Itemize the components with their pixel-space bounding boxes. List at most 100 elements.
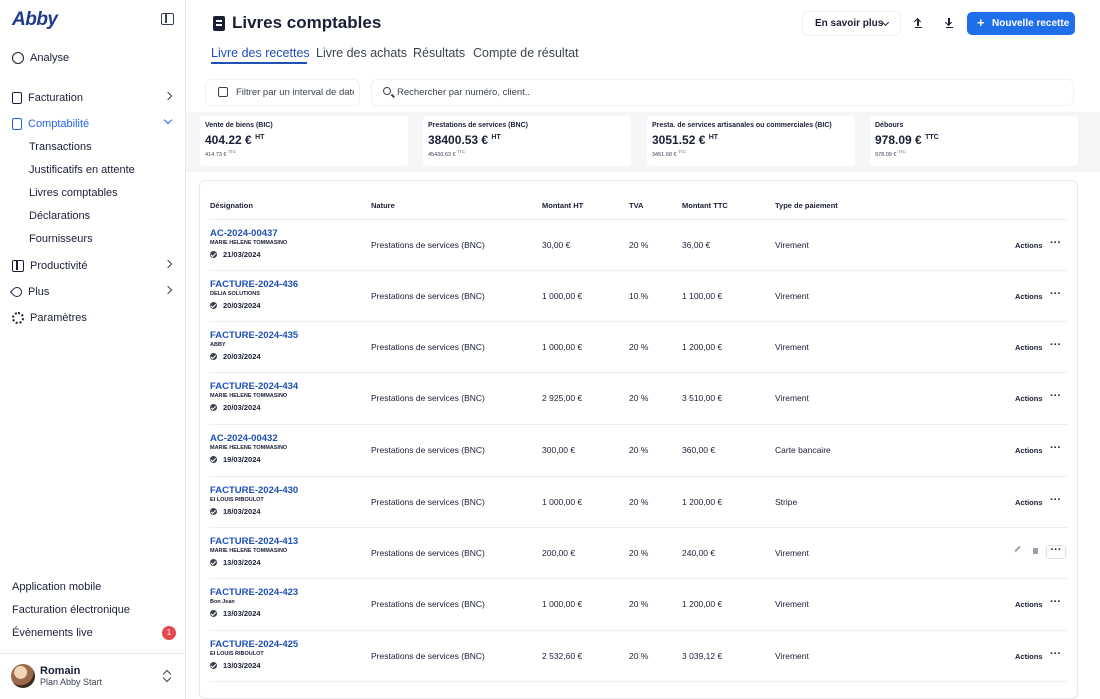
tab-livre-des-achats[interactable]: Livre des achats (316, 46, 408, 60)
sidebar-sub-livres-comptables[interactable]: Livres comptables (29, 187, 118, 199)
column-header-type-paiement[interactable]: Type de paiement (775, 201, 838, 210)
invoice-reference-link[interactable]: FACTURE-2024-436 (210, 279, 299, 290)
payment-type-cell: Virement (775, 393, 809, 403)
stat-label: Débours (875, 122, 904, 129)
client-name: ABBY (210, 342, 226, 348)
nature-cell: Prestations de services (BNC) (371, 599, 485, 609)
montant-ttc-cell: 1 200,00 € (682, 599, 723, 609)
sidebar-item-parametres[interactable]: Paramètres (12, 308, 173, 328)
client-name: Bon Jean (210, 599, 235, 605)
sidebar-sub-fournisseurs[interactable]: Fournisseurs (29, 233, 93, 245)
sidebar-item-facturation[interactable]: Facturation (12, 88, 173, 108)
date-filter-input[interactable]: Filtrer par un interval de date (206, 80, 359, 105)
column-header-nature[interactable]: Nature (371, 201, 395, 210)
actions-button[interactable]: Actions (1015, 600, 1043, 609)
montant-ht-cell: 30,00 € (542, 240, 571, 250)
sidebar-item-plus[interactable]: Plus (9, 282, 173, 302)
search-input[interactable]: Rechercher par numéro, client.. (372, 80, 1073, 105)
more-options-icon[interactable]: ··· (1050, 339, 1061, 351)
more-options-icon[interactable]: ··· (1050, 648, 1061, 660)
payment-type-cell: Virement (775, 599, 809, 609)
invoice-date-text: 20/03/2024 (223, 301, 261, 310)
learn-more-button[interactable]: En savoir plus (803, 12, 900, 35)
invoice-date: 20/03/2024 (210, 403, 261, 412)
invoice-reference-link[interactable]: FACTURE-2024-423 (210, 587, 299, 598)
invoice-reference-link[interactable]: FACTURE-2024-413 (210, 536, 299, 547)
sidebar-item-label: Productivité (30, 260, 88, 272)
search-icon (383, 87, 391, 95)
sidebar: Abby Analyse Facturation Comptabilité Tr… (0, 0, 186, 699)
actions-button[interactable]: Actions (1015, 498, 1043, 507)
invoice-reference-link[interactable]: FACTURE-2024-435 (210, 330, 299, 341)
stat-card-prestations-bnc: Prestations de services (BNC) 38400.53 €… (423, 116, 631, 166)
column-header-montant-ht[interactable]: Montant HT (542, 201, 584, 210)
row-divider (209, 578, 1068, 579)
invoice-reference-link[interactable]: AC-2024-00437 (210, 228, 278, 239)
more-options-icon[interactable]: ··· (1050, 494, 1061, 506)
invoice-date: 21/03/2024 (210, 250, 261, 259)
edit-icon[interactable] (1014, 545, 1021, 553)
tab-resultats[interactable]: Résultats (413, 46, 466, 60)
payment-type-cell: Virement (775, 651, 809, 661)
montant-ht-cell: 1 000,00 € (542, 291, 583, 301)
sidebar-collapse-icon[interactable] (161, 13, 174, 25)
actions-button[interactable]: Actions (1015, 241, 1043, 250)
actions-button[interactable]: Actions (1015, 394, 1043, 403)
sidebar-sub-transactions[interactable]: Transactions (29, 141, 92, 153)
invoice-reference-link[interactable]: FACTURE-2024-434 (210, 381, 299, 392)
sidebar-sub-justificatifs[interactable]: Justificatifs en attente (29, 164, 135, 176)
rocket-icon (9, 284, 25, 300)
invoice-date-text: 13/03/2024 (223, 661, 261, 670)
check-circle-icon (210, 662, 217, 669)
invoice-reference-link[interactable]: FACTURE-2024-425 (210, 639, 299, 650)
more-options-icon[interactable]: ··· (1050, 390, 1061, 402)
tab-compte-de-resultat[interactable]: Compte de résultat (473, 46, 579, 60)
more-options-icon[interactable]: ··· (1050, 237, 1061, 249)
actions-button[interactable]: Actions (1015, 652, 1043, 661)
new-receipt-button[interactable]: + Nouvelle recette (967, 12, 1075, 35)
download-icon (945, 18, 953, 28)
nature-cell: Prestations de services (BNC) (371, 393, 485, 403)
avatar[interactable] (11, 664, 35, 688)
download-button[interactable] (937, 12, 961, 35)
more-options-icon[interactable]: ··· (1046, 545, 1066, 559)
invoice-date: 13/03/2024 (210, 609, 261, 618)
link-application-mobile[interactable]: Application mobile (12, 581, 102, 593)
column-header-montant-ttc[interactable]: Montant TTC (682, 201, 728, 210)
payment-type-cell: Virement (775, 548, 809, 558)
column-header-tva[interactable]: TVA (629, 201, 644, 210)
chevron-updown-icon[interactable] (163, 670, 171, 682)
actions-button[interactable]: Actions (1015, 343, 1043, 352)
check-circle-icon (210, 251, 217, 258)
more-options-icon[interactable]: ··· (1050, 288, 1061, 300)
link-evenements-live[interactable]: Évènements live (12, 627, 93, 639)
more-options-icon[interactable]: ··· (1050, 596, 1061, 608)
abby-logo[interactable]: Abby (12, 9, 58, 30)
check-circle-icon (210, 559, 217, 566)
sidebar-item-productivite[interactable]: Productivité (12, 256, 173, 276)
invoice-date-text: 13/03/2024 (223, 609, 261, 618)
sidebar-item-analyse[interactable]: Analyse (12, 48, 173, 68)
stat-sub: 45430.63 € TTC (428, 149, 465, 158)
document-icon (12, 92, 22, 104)
tva-cell: 20 % (629, 342, 649, 352)
tab-livre-des-recettes[interactable]: Livre des recettes (211, 46, 310, 60)
actions-button[interactable]: Actions (1015, 446, 1043, 455)
tva-cell: 20 % (629, 599, 649, 609)
sidebar-sub-declarations[interactable]: Déclarations (29, 210, 91, 222)
more-options-icon[interactable]: ··· (1050, 442, 1061, 454)
sidebar-item-comptabilite[interactable]: Comptabilité (12, 114, 173, 134)
check-circle-icon (210, 456, 217, 463)
actions-button[interactable]: Actions (1015, 292, 1043, 301)
invoice-reference-link[interactable]: AC-2024-00432 (210, 433, 278, 444)
link-facturation-electronique[interactable]: Facturation électronique (12, 604, 131, 616)
payment-type-cell: Virement (775, 240, 809, 250)
sidebar-item-label: Comptabilité (28, 118, 90, 130)
trash-icon[interactable] (1033, 548, 1038, 554)
montant-ttc-cell: 1 200,00 € (682, 342, 723, 352)
column-header-designation[interactable]: Désignation (210, 201, 253, 210)
nature-cell: Prestations de services (BNC) (371, 651, 485, 661)
invoice-reference-link[interactable]: FACTURE-2024-430 (210, 485, 299, 496)
export-button[interactable] (906, 12, 930, 35)
nature-cell: Prestations de services (BNC) (371, 342, 485, 352)
